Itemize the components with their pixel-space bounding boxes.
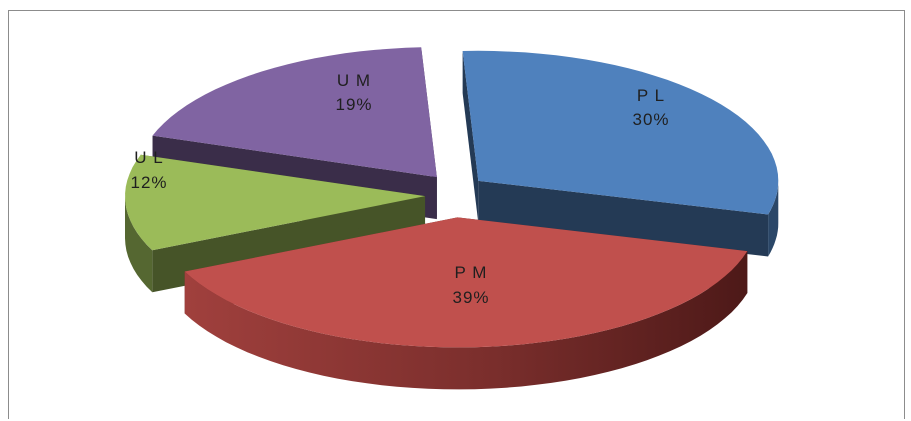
slice-label-pm-name: P M [455, 263, 488, 282]
slice-label-pl-name: P L [637, 86, 665, 105]
pie-slice-pl-top [462, 50, 779, 215]
pie-slice-pm [184, 217, 748, 390]
pie-slice-pm-rim [184, 251, 748, 390]
pie-slice-ul-rim [125, 196, 153, 293]
slice-label-ul-name: U L [134, 148, 163, 167]
slice-label-pm-percent: 39% [452, 288, 489, 307]
pie-slice-pm-top [184, 217, 748, 348]
pie-slice-pl-wall [462, 51, 479, 223]
slice-label-um-percent: 19% [335, 95, 372, 114]
pie-slice-pl-wall [478, 180, 769, 257]
pie-slice-um-top [152, 47, 437, 178]
slice-label-um-name: U M [337, 71, 371, 90]
pie-slice-ul-top [125, 154, 426, 251]
slice-label-pl-percent: 30% [632, 110, 669, 129]
pie-slice-pl-rim [768, 180, 779, 257]
slice-label-ul-percent: 12% [130, 173, 167, 192]
pie-slice-pl [462, 50, 779, 257]
